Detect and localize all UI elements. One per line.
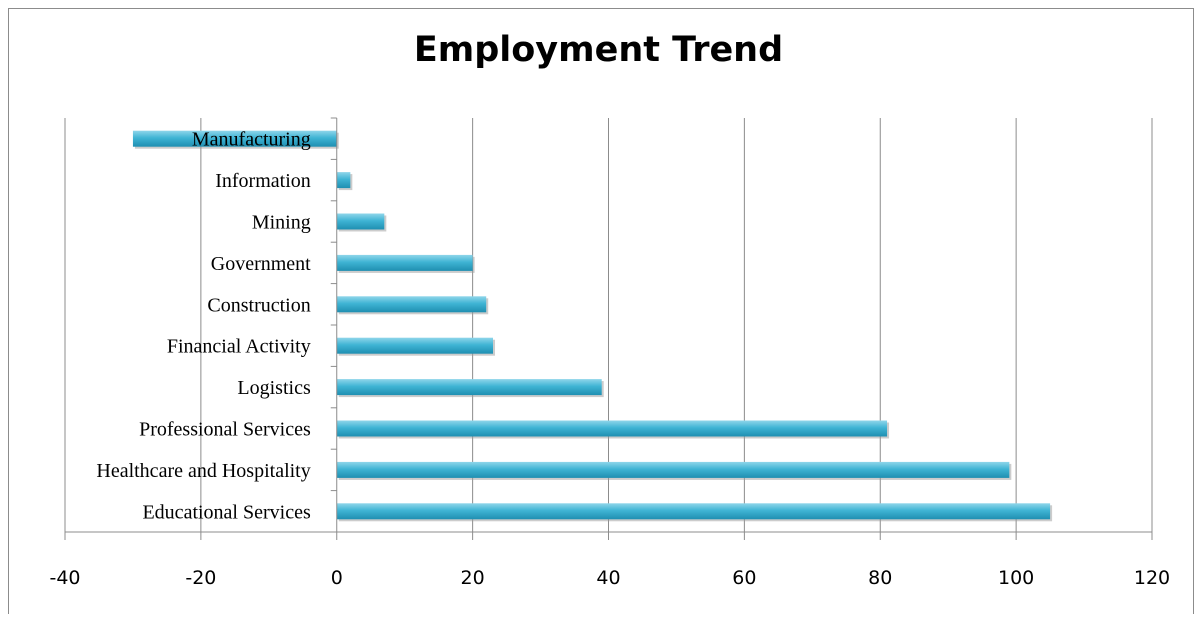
x-tick-label: 20 — [461, 567, 485, 589]
category-label: Manufacturing — [192, 129, 311, 151]
bar — [132, 130, 337, 147]
bar — [336, 296, 487, 313]
bar — [336, 420, 888, 437]
x-tick-label: -20 — [185, 567, 216, 589]
x-tick-label: 60 — [732, 567, 756, 589]
category-label: Educational Services — [142, 501, 310, 523]
category-label: Professional Services — [139, 419, 311, 441]
category-label: Government — [211, 253, 311, 275]
axes — [64, 117, 1153, 540]
category-label: Information — [215, 170, 311, 192]
chart-title: Employment Trend — [413, 30, 784, 70]
category-label: Healthcare and Hospitality — [96, 460, 310, 482]
bar — [336, 379, 602, 396]
bar — [336, 213, 385, 230]
bar — [336, 172, 351, 189]
category-label: Logistics — [237, 377, 311, 399]
x-tick-label: 0 — [331, 567, 343, 589]
bars — [132, 130, 1053, 522]
x-tick-label: 120 — [1134, 567, 1170, 589]
category-label: Financial Activity — [167, 336, 311, 358]
bar — [336, 503, 1051, 520]
x-tick-label: 80 — [868, 567, 892, 589]
bar — [336, 461, 1010, 478]
category-label: Construction — [207, 294, 310, 316]
x-tick-label: -40 — [49, 567, 80, 589]
x-tick-label: 40 — [596, 567, 620, 589]
tick-labels: -40 -20 0 20 40 60 80 100 120 — [49, 567, 1170, 589]
category-labels: Educational Services Healthcare and Hospi… — [96, 129, 311, 524]
bar — [336, 337, 494, 354]
x-tick-label: 100 — [998, 567, 1034, 589]
category-label: Mining — [252, 212, 311, 234]
bar — [336, 254, 473, 271]
